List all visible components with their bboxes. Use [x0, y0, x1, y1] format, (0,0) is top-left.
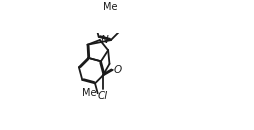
Text: Me: Me — [82, 88, 97, 98]
Text: N: N — [101, 35, 109, 45]
Text: O: O — [114, 65, 122, 74]
Text: Cl: Cl — [98, 91, 108, 101]
Text: Me: Me — [103, 2, 117, 12]
